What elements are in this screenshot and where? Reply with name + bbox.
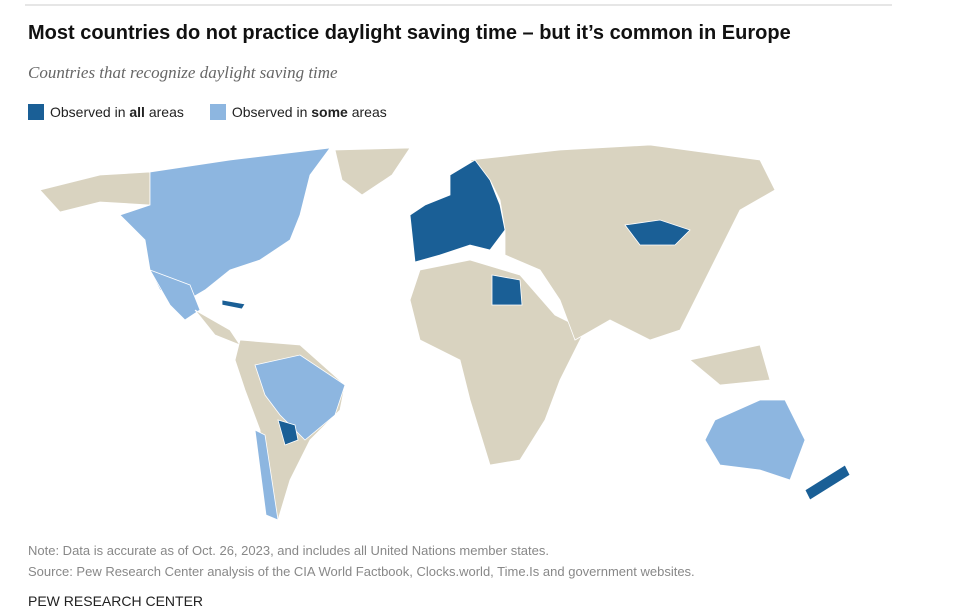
southeast-asia-islands <box>689 344 771 386</box>
legend-text: Observed in <box>231 104 312 120</box>
africa <box>409 259 586 466</box>
brazil <box>254 354 346 441</box>
legend-text: Observed in <box>50 104 130 120</box>
subtitle: Countries that recognize daylight saving… <box>28 63 338 82</box>
title: Most countries do not practice daylight … <box>28 22 791 44</box>
greenland <box>334 147 411 196</box>
north-america <box>119 147 331 301</box>
note: Note: Data is accurate as of Oct. 26, 20… <box>28 543 549 558</box>
legend-text: all <box>129 104 145 120</box>
legend-text: some <box>311 104 348 120</box>
paraguay <box>277 419 299 446</box>
legend: Observed in all areas Observed in some ar… <box>28 104 387 120</box>
egypt <box>491 274 523 306</box>
chile <box>254 429 279 521</box>
legend-text: areas <box>347 104 387 120</box>
brand: PEW RESEARCH CENTER <box>28 593 204 609</box>
legend-label: Observed in some areas <box>232 104 387 120</box>
legend-swatch <box>209 104 226 120</box>
mexico <box>149 269 201 321</box>
legend-item: Observed in all areas <box>28 104 184 120</box>
cuba <box>221 299 246 310</box>
legend-item: Observed in some areas <box>209 104 387 120</box>
legend-swatch <box>28 104 44 120</box>
europe <box>409 159 506 263</box>
new-zealand <box>804 464 851 501</box>
central-america <box>194 309 242 346</box>
mongolia <box>624 219 691 246</box>
alaska <box>39 171 151 213</box>
source: Source: Pew Research Center analysis of … <box>28 564 695 579</box>
australia <box>704 399 806 481</box>
legend-text: areas <box>144 104 184 120</box>
legend-label: Observed in all areas <box>50 104 184 120</box>
